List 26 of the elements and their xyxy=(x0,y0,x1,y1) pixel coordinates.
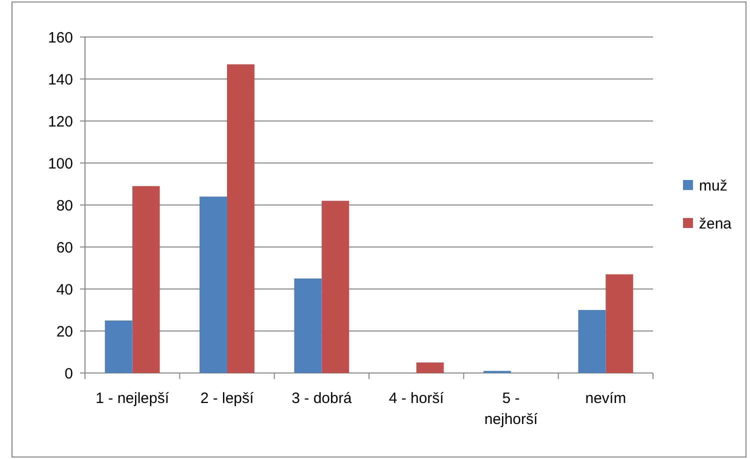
y-tick-label: 40 xyxy=(56,281,73,298)
x-tick-label: 1 - nejlepší xyxy=(96,390,170,407)
y-tick-label: 20 xyxy=(56,323,73,340)
legend-label: muž xyxy=(699,177,728,194)
y-tick-label: 0 xyxy=(64,365,73,382)
bar xyxy=(416,362,444,373)
x-tick-label: nevím xyxy=(585,390,626,407)
x-tick-label: 2 - lepší xyxy=(200,390,255,407)
x-tick-label: 5 - nejhorší xyxy=(484,390,539,428)
y-tick-label: 140 xyxy=(48,71,73,88)
bar xyxy=(294,278,322,373)
y-tick-label: 60 xyxy=(56,239,73,256)
y-tick-label: 120 xyxy=(48,113,73,130)
y-tick-label: 100 xyxy=(48,155,73,172)
bar xyxy=(104,320,132,373)
y-tick-label: 80 xyxy=(56,197,73,214)
x-tick-label: 4 - horší xyxy=(388,390,445,407)
bar xyxy=(200,196,227,373)
bar xyxy=(132,186,160,373)
bar xyxy=(606,274,634,373)
y-tick-label: 160 xyxy=(48,29,73,46)
bar xyxy=(322,200,350,373)
bar xyxy=(227,64,254,373)
legend-label: žena xyxy=(699,215,732,232)
x-tick-label: 3 - dobrá xyxy=(292,390,352,407)
bar xyxy=(578,310,606,373)
